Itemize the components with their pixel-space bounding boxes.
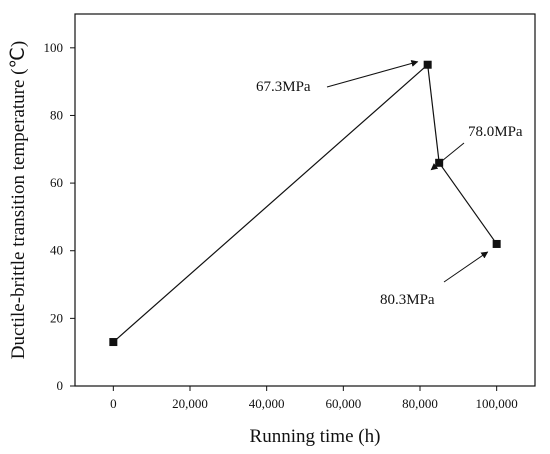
data-line [112,63,498,343]
x-tick-label: 100,000 [476,396,518,411]
y-tick-label: 80 [50,107,63,122]
annotation-label: 78.0MPa [468,124,523,140]
annotation-arrow [326,60,419,88]
y-tick-label: 100 [44,40,64,55]
y-axis-title: Ductile-brittle transition temperature (… [8,41,29,359]
y-tick-label: 20 [50,310,63,325]
y-tick-label: 40 [50,243,63,258]
plot-frame [74,13,536,387]
x-tick-label: 80,000 [402,396,438,411]
y-tick-label: 60 [50,175,63,190]
annotation-label: 67.3MPa [256,79,311,95]
data-point-square [423,60,432,69]
data-point-square [492,239,501,248]
y-tick-label: 0 [57,378,64,393]
annotation-arrow [443,251,489,283]
x-tick-label: 0 [110,396,117,411]
x-tick-label: 60,000 [325,396,361,411]
annotation-label: 80.3MPa [380,292,435,308]
x-tick-label: 40,000 [249,396,285,411]
x-axis-title: Running time (h) [250,426,381,447]
data-point-square [109,338,118,347]
annotation-arrow [430,142,465,171]
x-tick-label: 20,000 [172,396,208,411]
